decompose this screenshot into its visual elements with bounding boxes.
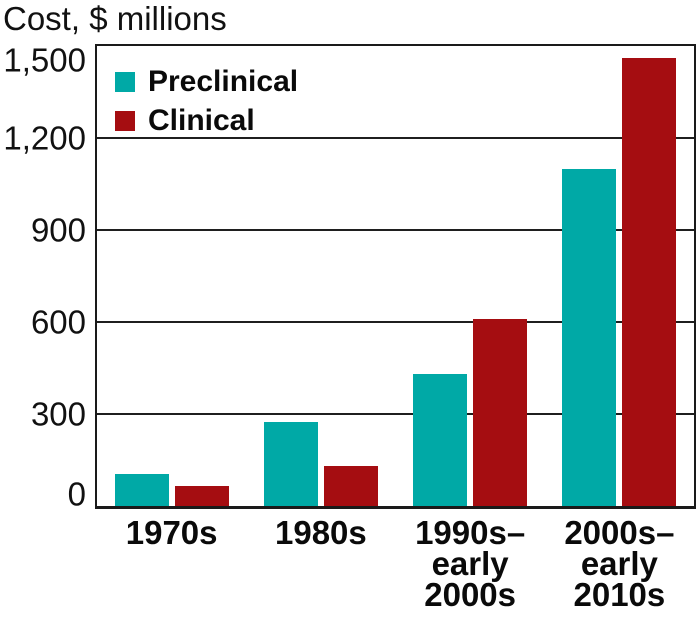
- bar-clinical-1970s: [174, 486, 229, 506]
- legend: Preclinical Clinical: [115, 67, 298, 136]
- bar-clinical-2000s: [622, 58, 677, 506]
- gridline-1200: [97, 137, 694, 139]
- bar-preclinical-1970s: [114, 473, 169, 506]
- y-tick-label-900: 900: [30, 211, 86, 249]
- legend-label-preclinical: Preclinical: [148, 65, 299, 98]
- gridline-600: [97, 321, 694, 323]
- legend-swatch-clinical: [115, 111, 135, 131]
- x-tick-label-1980s: 1980s: [274, 514, 367, 551]
- legend-label-clinical: Clinical: [148, 104, 255, 137]
- bar-preclinical-1990s: [413, 374, 468, 506]
- y-tick-label-1500: 1,500: [3, 41, 86, 79]
- y-tick-label-1200: 1,200: [3, 119, 86, 157]
- bar-clinical-1990s: [473, 318, 528, 506]
- bar-preclinical-2000s: [562, 168, 617, 506]
- x-tick-label-2000s: 2000s– early 2010s: [564, 514, 675, 613]
- bar-clinical-1980s: [323, 466, 378, 506]
- y-tick-label-600: 600: [30, 303, 86, 341]
- x-tick-label-1970s: 1970s: [125, 514, 218, 551]
- bar-preclinical-1980s: [263, 421, 318, 506]
- plot-area: Preclinical Clinical: [95, 44, 696, 509]
- gridline-900: [97, 229, 694, 231]
- gridline-300: [97, 413, 694, 415]
- x-tick-label-1990s: 1990s– early 2000s: [415, 514, 526, 613]
- chart-title: Cost, $ millions: [3, 0, 227, 37]
- y-tick-label-300: 300: [30, 395, 86, 433]
- y-tick-label-0: 0: [67, 475, 86, 513]
- legend-item-preclinical: Preclinical: [115, 67, 298, 97]
- legend-item-clinical: Clinical: [115, 106, 298, 136]
- legend-swatch-preclinical: [115, 72, 135, 92]
